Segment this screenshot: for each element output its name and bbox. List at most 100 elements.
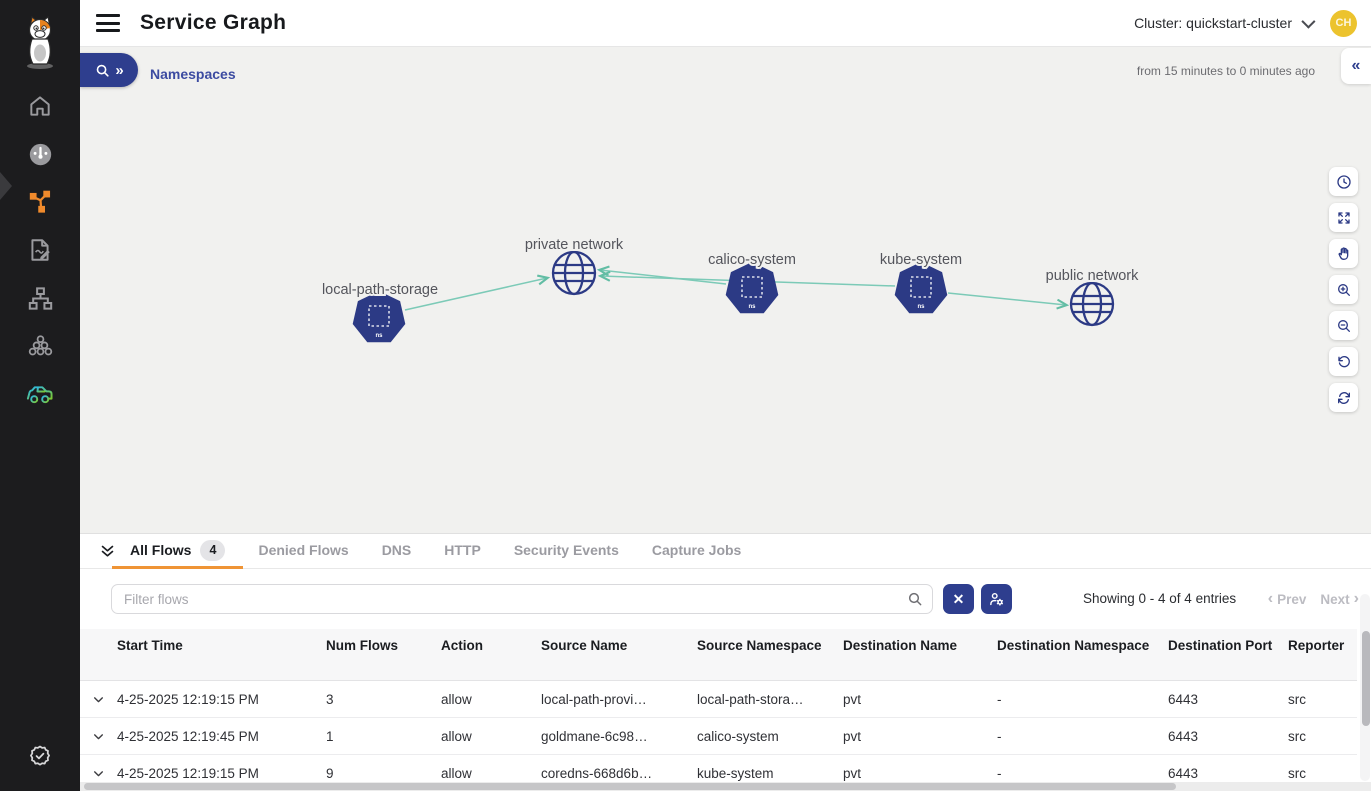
sidebar-item-network[interactable] bbox=[18, 284, 62, 312]
col-action[interactable]: Action bbox=[441, 638, 483, 653]
node-calico-system[interactable]: ns bbox=[725, 262, 779, 314]
table-row[interactable]: 4-25-2025 12:19:45 PM 1 allow goldmane-6… bbox=[80, 718, 1357, 755]
policies-document-icon bbox=[31, 239, 50, 261]
service-graph-canvas[interactable]: ns local-path-storage private network ns… bbox=[80, 47, 1371, 533]
node-kube-system[interactable]: ns bbox=[894, 262, 948, 314]
tab-http[interactable]: HTTP bbox=[444, 534, 481, 569]
node-local-path-storage[interactable]: ns bbox=[352, 291, 406, 343]
column-settings-button[interactable] bbox=[981, 584, 1012, 614]
page-title: Service Graph bbox=[140, 11, 287, 34]
zoom-in-button[interactable] bbox=[1329, 275, 1358, 304]
row-expander[interactable] bbox=[80, 718, 117, 754]
tab-label: Capture Jobs bbox=[651, 542, 742, 558]
zoom-out-button[interactable] bbox=[1329, 311, 1358, 340]
network-sitemap-icon bbox=[28, 286, 52, 310]
sidebar-item-whisker[interactable] bbox=[18, 380, 62, 408]
collapse-flows-panel-button[interactable] bbox=[96, 540, 118, 562]
cluster-selector[interactable]: Cluster: quickstart-cluster bbox=[1134, 14, 1316, 31]
col-source-name[interactable]: Source Name bbox=[541, 638, 628, 653]
vertical-scrollbar[interactable] bbox=[1362, 631, 1370, 726]
cell-num-flows: 1 bbox=[326, 728, 334, 744]
sidebar-item-cluster[interactable] bbox=[18, 332, 62, 360]
tab-security-events[interactable]: Security Events bbox=[514, 534, 619, 569]
sidebar-item-policies[interactable] bbox=[18, 236, 62, 264]
breadcrumb[interactable]: Namespaces bbox=[150, 66, 236, 82]
sidebar-item-dashboard[interactable] bbox=[18, 140, 62, 168]
active-tab-underline bbox=[112, 565, 244, 569]
sidebar bbox=[0, 0, 80, 791]
hamburger-menu-icon[interactable] bbox=[96, 14, 120, 32]
clock-icon bbox=[1336, 174, 1351, 189]
flows-filter-row: ✕ Showing 0 - 4 of 4 entries ‹Prev Next› bbox=[80, 569, 1371, 629]
svg-text:ns: ns bbox=[375, 333, 383, 339]
sidebar-item-certificate[interactable] bbox=[0, 743, 80, 769]
collapse-side-panel-button[interactable]: « bbox=[1341, 48, 1371, 84]
next-page-button[interactable]: Next › bbox=[1320, 590, 1359, 607]
col-destination-port[interactable]: Destination Port bbox=[1168, 638, 1273, 653]
home-icon bbox=[30, 96, 50, 116]
avatar[interactable]: CH bbox=[1330, 9, 1357, 37]
col-destination-name[interactable]: Destination Name bbox=[843, 638, 958, 653]
reset-view-button[interactable] bbox=[1329, 347, 1358, 376]
cell-num-flows: 3 bbox=[326, 691, 334, 707]
tab-denied-flows[interactable]: Denied Flows bbox=[258, 534, 348, 569]
all-flows-count-badge: 4 bbox=[200, 539, 226, 561]
sidebar-item-home[interactable] bbox=[18, 92, 62, 120]
search-icon[interactable] bbox=[907, 591, 923, 607]
zoom-out-icon bbox=[1337, 319, 1350, 332]
tab-capture-jobs[interactable]: Capture Jobs bbox=[652, 534, 741, 569]
cell-destination-name: pvt bbox=[843, 728, 862, 744]
cell-source-name: coredns-668d6b… bbox=[541, 765, 653, 781]
cell-destination-port: 6443 bbox=[1168, 691, 1199, 707]
clear-filter-button[interactable]: ✕ bbox=[943, 584, 974, 614]
fit-to-screen-button[interactable] bbox=[1329, 203, 1358, 232]
cluster-selector-label: Cluster: quickstart-cluster bbox=[1134, 15, 1292, 31]
col-source-namespace[interactable]: Source Namespace bbox=[697, 638, 822, 653]
tab-label: Denied Flows bbox=[258, 542, 349, 558]
col-start-time[interactable]: Start Time bbox=[117, 638, 183, 653]
pan-button[interactable] bbox=[1329, 239, 1358, 268]
expand-icon bbox=[1337, 211, 1350, 224]
node-public-network[interactable] bbox=[1069, 281, 1115, 327]
certificate-badge-icon bbox=[30, 745, 50, 766]
row-expander[interactable] bbox=[80, 755, 117, 791]
prev-page-button[interactable]: ‹ Prev bbox=[1267, 590, 1307, 607]
cell-action: allow bbox=[441, 691, 472, 707]
edge-localpath-private[interactable] bbox=[404, 278, 547, 311]
edge-kube-public[interactable] bbox=[947, 292, 1066, 305]
cell-source-namespace: local-path-stora… bbox=[697, 691, 804, 707]
node-private-network[interactable] bbox=[551, 250, 597, 296]
edge-calico-private[interactable] bbox=[600, 270, 727, 285]
chevron-down-icon bbox=[94, 770, 103, 776]
tab-label: HTTP bbox=[444, 542, 481, 558]
node-label: private network bbox=[525, 237, 624, 253]
cell-source-namespace: kube-system bbox=[697, 765, 774, 781]
chevrons-down-icon bbox=[101, 545, 113, 557]
table-row[interactable]: 4-25-2025 12:19:15 PM 3 allow local-path… bbox=[80, 681, 1357, 718]
sidebar-item-service-graph[interactable] bbox=[18, 188, 62, 216]
col-destination-namespace[interactable]: Destination Namespace bbox=[997, 638, 1150, 653]
time-settings-button[interactable] bbox=[1329, 167, 1358, 196]
svg-text:ns: ns bbox=[748, 304, 756, 310]
graph-search-button[interactable]: » bbox=[80, 53, 138, 87]
cell-destination-namespace: - bbox=[997, 691, 1002, 707]
horizontal-scrollbar[interactable] bbox=[84, 783, 1176, 790]
chevron-left-icon: ‹ bbox=[1267, 590, 1274, 607]
tab-dns[interactable]: DNS bbox=[382, 534, 412, 569]
chevron-down-icon bbox=[1301, 14, 1316, 29]
calico-cat-logo bbox=[18, 12, 62, 70]
cell-reporter: src bbox=[1288, 765, 1306, 781]
refresh-button[interactable] bbox=[1329, 383, 1358, 412]
col-reporter[interactable]: Reporter bbox=[1288, 638, 1345, 653]
cell-source-name: local-path-provi… bbox=[541, 691, 647, 707]
tab-all-flows[interactable]: All Flows 4 bbox=[112, 534, 244, 569]
col-num-flows[interactable]: Num Flows bbox=[326, 638, 399, 653]
row-expander[interactable] bbox=[80, 681, 117, 717]
filter-flows-input[interactable] bbox=[111, 584, 933, 614]
flows-table: Start Time Num Flows Action Source Name … bbox=[80, 629, 1357, 791]
flows-panel: All Flows 4 Denied Flows DNS HTTP Securi… bbox=[80, 533, 1371, 791]
cell-destination-name: pvt bbox=[843, 765, 862, 781]
undo-rotate-icon bbox=[1337, 355, 1350, 367]
search-icon bbox=[97, 64, 109, 77]
